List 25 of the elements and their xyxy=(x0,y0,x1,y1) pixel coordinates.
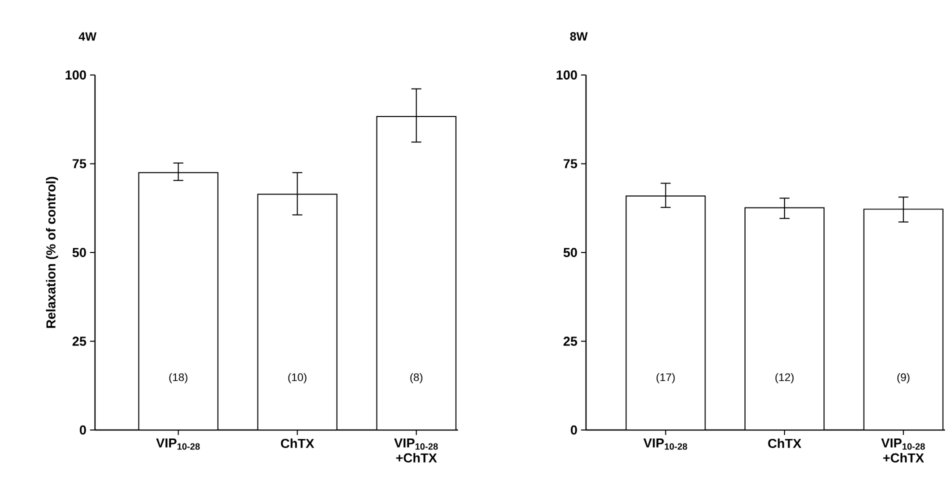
x-tick-label: ChTX xyxy=(280,438,314,448)
y-tick-label: 50 xyxy=(564,248,577,258)
y-tick-label: 25 xyxy=(564,336,578,346)
x-tick-label: VIP$_{10-28}$ +ChTX xyxy=(394,438,438,462)
y-tick-label: 25 xyxy=(72,336,86,346)
x-tick-label: VIP$_{10-28}$ xyxy=(156,438,200,450)
y-tick-label: 75 xyxy=(564,159,578,168)
chart-title: 8W xyxy=(570,32,588,41)
annotation: (8) xyxy=(410,373,422,384)
y-tick-label: 75 xyxy=(72,159,86,168)
annotation: (17) xyxy=(656,373,675,384)
annotation: (9) xyxy=(897,373,910,384)
annotation: (12) xyxy=(775,373,794,384)
x-tick-label: VIP$_{10-28}$ +ChTX xyxy=(881,438,925,462)
x-tick-label: VIP$_{10-28}$ xyxy=(643,438,688,450)
y-tick-label: 100 xyxy=(66,70,86,80)
y-axis-title: Relaxation (% of control) xyxy=(46,176,58,328)
chart-title: 4W xyxy=(78,32,96,41)
annotation: (10) xyxy=(288,373,306,384)
y-tick-label: 0 xyxy=(80,425,86,435)
y-tick-label: 100 xyxy=(556,70,577,80)
x-tick-label: ChTX xyxy=(768,438,802,448)
y-tick-label: 50 xyxy=(72,248,86,258)
y-tick-label: 0 xyxy=(570,425,577,435)
annotation: (18) xyxy=(169,373,188,384)
